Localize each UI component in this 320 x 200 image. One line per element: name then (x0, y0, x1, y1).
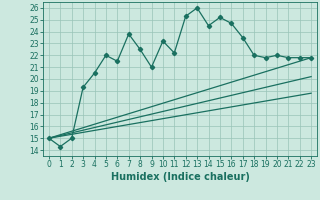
X-axis label: Humidex (Indice chaleur): Humidex (Indice chaleur) (111, 172, 249, 182)
